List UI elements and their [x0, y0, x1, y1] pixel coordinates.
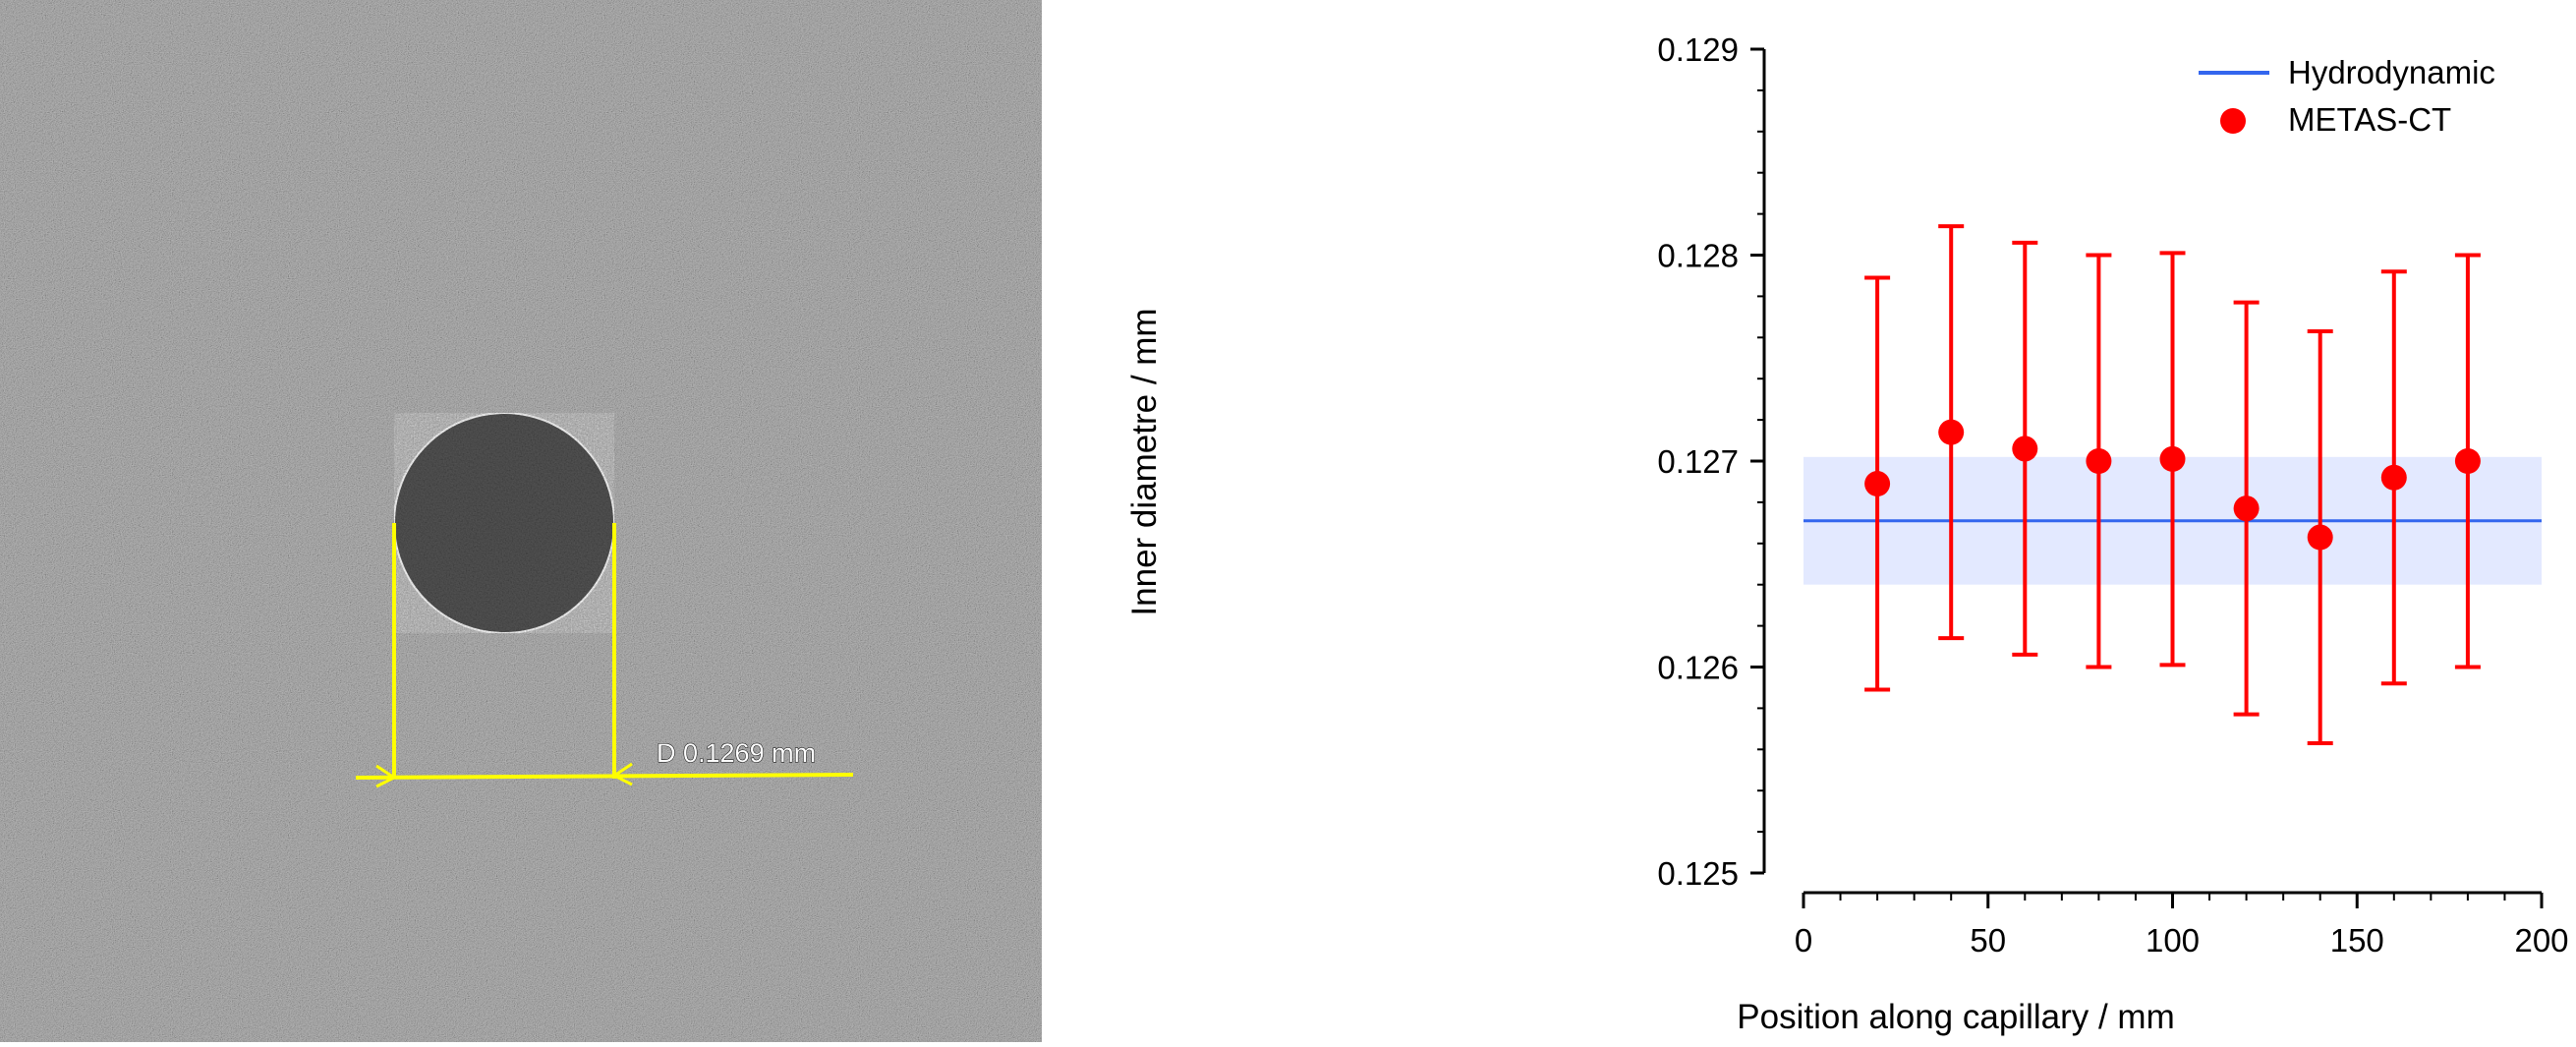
x-tick-label: 200 — [2514, 922, 2568, 959]
data-point — [1938, 224, 1965, 641]
data-point — [1864, 275, 1891, 692]
x-tick-labels: 0 50 100 150 200 — [1795, 922, 2569, 959]
y-tick-label: 0.126 — [1657, 650, 1739, 686]
data-point — [2012, 240, 2038, 657]
chart-legend: Hydrodynamic METAS-CT — [2199, 54, 2495, 138]
y-tick-label: 0.125 — [1657, 855, 1739, 892]
y-tick-labels: 0.125 0.126 0.127 0.128 0.129 — [1657, 31, 1739, 892]
x-tick-label: 0 — [1795, 922, 1812, 959]
capillary-bore — [393, 412, 615, 634]
point-marker — [2159, 445, 2186, 472]
point-marker — [1938, 419, 1965, 445]
chart-axes — [1750, 47, 2544, 908]
point-marker — [2012, 436, 2038, 462]
data-point — [2233, 300, 2260, 717]
y-axis-label: Inner diametre / mm — [1125, 308, 1164, 615]
x-tick-label: 100 — [2146, 922, 2200, 959]
point-marker — [2086, 448, 2112, 474]
point-marker — [2454, 448, 2481, 474]
diameter-chart: 0.125 0.126 0.127 0.128 0.129 0 50 100 150 200 H… — [1042, 0, 2576, 1042]
legend-metas-ct-swatch — [2220, 108, 2246, 134]
point-marker — [2233, 495, 2260, 522]
data-point — [2086, 253, 2112, 669]
x-tick-label: 50 — [1970, 922, 2006, 959]
x-axis-label: Position along capillary / mm — [1737, 998, 2174, 1036]
point-marker — [2307, 524, 2333, 551]
measurement-label: D 0.1269 mm — [657, 738, 816, 768]
point-marker — [2380, 464, 2407, 491]
y-tick-label: 0.127 — [1657, 443, 1739, 480]
y-tick-label: 0.128 — [1657, 238, 1739, 274]
metas-ct-points — [1864, 224, 2481, 746]
data-point — [2307, 329, 2333, 746]
data-point — [2454, 253, 2481, 669]
data-point — [2380, 269, 2407, 686]
y-tick-label: 0.129 — [1657, 31, 1739, 68]
chart-canvas: 0.125 0.126 0.127 0.128 0.129 0 50 100 150 200 H… — [1125, 31, 2569, 1036]
point-marker — [1864, 471, 1891, 497]
ct-cross-section-image: D 0.1269 mm — [0, 0, 1042, 1042]
ct-image-canvas: D 0.1269 mm — [0, 0, 1042, 1042]
measure-arrow-left — [375, 764, 397, 788]
x-tick-label: 150 — [2330, 922, 2384, 959]
diameter-measurement: D 0.1269 mm — [355, 523, 854, 788]
legend-metas-ct-label: METAS-CT — [2288, 101, 2451, 138]
measure-dimension-line — [355, 773, 854, 780]
data-point — [2159, 251, 2186, 668]
measure-arrow-right — [611, 762, 633, 786]
legend-hydrodynamic-label: Hydrodynamic — [2288, 54, 2495, 90]
